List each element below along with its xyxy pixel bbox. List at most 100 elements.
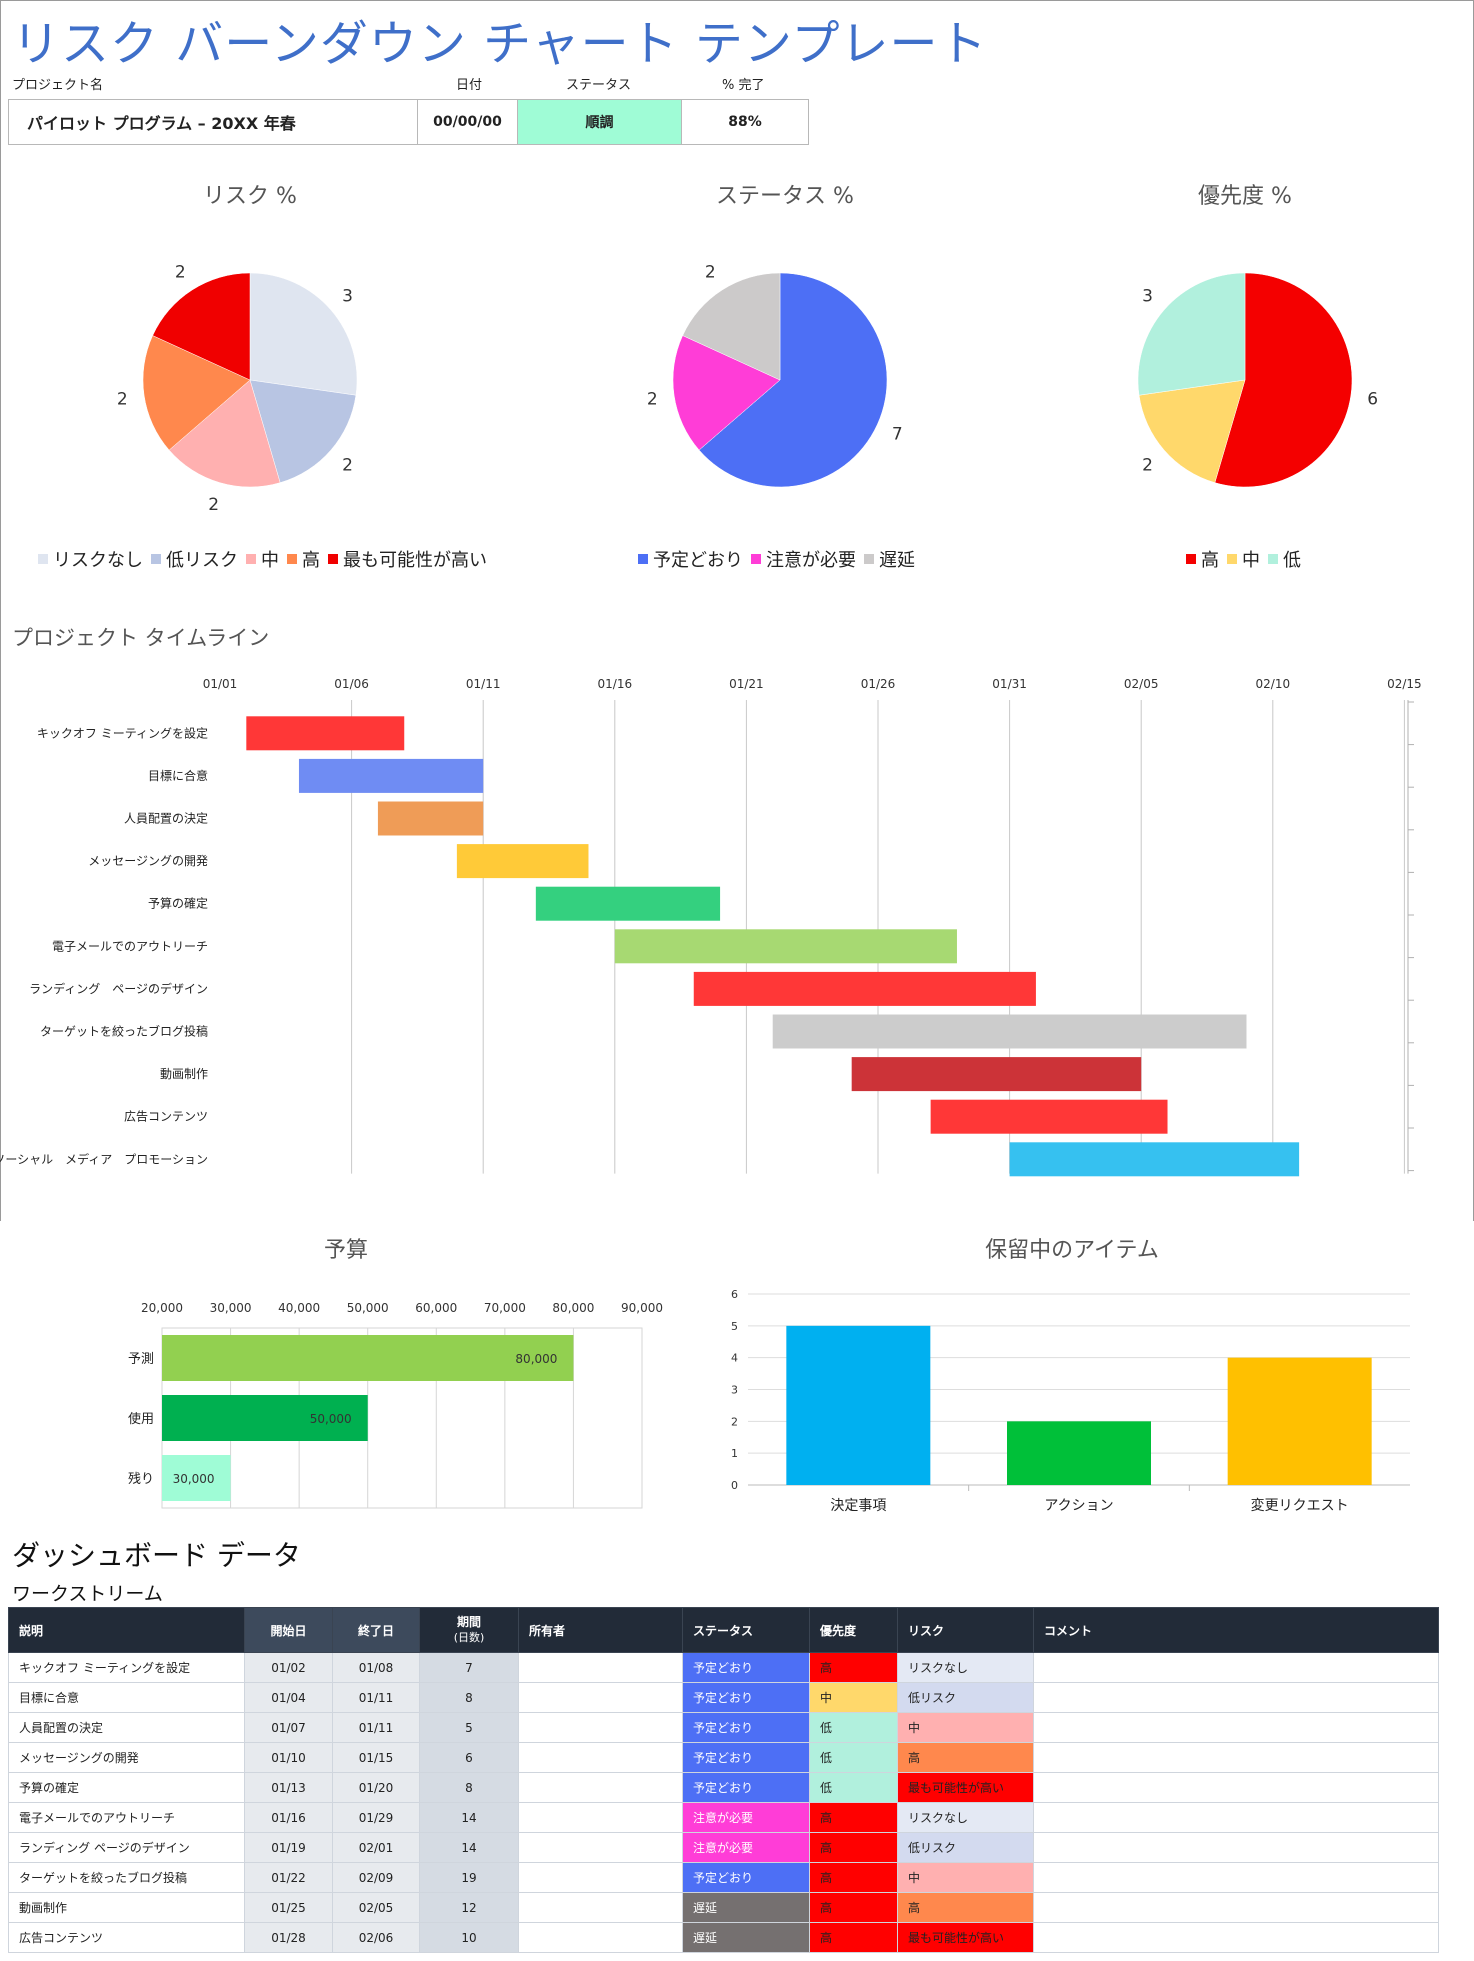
risk-cell[interactable]: 最も可能性が高い xyxy=(897,1922,1034,1953)
start-date-cell[interactable]: 01/25 xyxy=(244,1892,333,1923)
end-date-cell[interactable]: 01/11 xyxy=(332,1712,420,1743)
priority-cell[interactable]: 低 xyxy=(809,1772,898,1803)
comment-cell[interactable] xyxy=(1033,1922,1439,1953)
owner-cell[interactable] xyxy=(518,1712,683,1743)
status-cell[interactable]: 予定どおり xyxy=(682,1682,810,1713)
description-cell[interactable]: メッセージングの開発 xyxy=(8,1742,245,1773)
start-date-cell[interactable]: 01/16 xyxy=(244,1802,333,1833)
status-cell[interactable]: 注意が必要 xyxy=(682,1802,810,1833)
risk-cell[interactable]: 低リスク xyxy=(897,1682,1034,1713)
status-field[interactable]: 順調 xyxy=(517,99,682,145)
col-description[interactable]: 説明 xyxy=(8,1607,245,1653)
description-cell[interactable]: 広告コンテンツ xyxy=(8,1922,245,1953)
project-name-field[interactable]: パイロット プログラム – 20XX 年春 xyxy=(8,99,418,145)
end-date-cell[interactable]: 01/20 xyxy=(332,1772,420,1803)
priority-cell[interactable]: 高 xyxy=(809,1862,898,1893)
risk-cell[interactable]: リスクなし xyxy=(897,1652,1034,1683)
priority-cell[interactable]: 高 xyxy=(809,1652,898,1683)
owner-cell[interactable] xyxy=(518,1862,683,1893)
col-risk[interactable]: リスク xyxy=(897,1607,1034,1653)
start-date-cell[interactable]: 01/13 xyxy=(244,1772,333,1803)
description-cell[interactable]: 電子メールでのアウトリーチ xyxy=(8,1802,245,1833)
end-date-cell[interactable]: 02/05 xyxy=(332,1892,420,1923)
duration-cell[interactable]: 14 xyxy=(419,1802,519,1833)
col-comment[interactable]: コメント xyxy=(1033,1607,1439,1653)
comment-cell[interactable] xyxy=(1033,1862,1439,1893)
priority-cell[interactable]: 高 xyxy=(809,1892,898,1923)
end-date-cell[interactable]: 01/11 xyxy=(332,1682,420,1713)
owner-cell[interactable] xyxy=(518,1772,683,1803)
status-cell[interactable]: 注意が必要 xyxy=(682,1832,810,1863)
risk-cell[interactable]: 高 xyxy=(897,1892,1034,1923)
comment-cell[interactable] xyxy=(1033,1802,1439,1833)
description-cell[interactable]: 人員配置の決定 xyxy=(8,1712,245,1743)
description-cell[interactable]: 予算の確定 xyxy=(8,1772,245,1803)
duration-cell[interactable]: 7 xyxy=(419,1652,519,1683)
start-date-cell[interactable]: 01/04 xyxy=(244,1682,333,1713)
owner-cell[interactable] xyxy=(518,1802,683,1833)
date-field[interactable]: 00/00/00 xyxy=(417,99,518,145)
start-date-cell[interactable]: 01/22 xyxy=(244,1862,333,1893)
priority-cell[interactable]: 低 xyxy=(809,1712,898,1743)
description-cell[interactable]: ターゲットを絞ったブログ投稿 xyxy=(8,1862,245,1893)
end-date-cell[interactable]: 01/15 xyxy=(332,1742,420,1773)
end-date-cell[interactable]: 02/01 xyxy=(332,1832,420,1863)
status-cell[interactable]: 遅延 xyxy=(682,1922,810,1953)
col-status[interactable]: ステータス xyxy=(682,1607,810,1653)
comment-cell[interactable] xyxy=(1033,1652,1439,1683)
duration-cell[interactable]: 8 xyxy=(419,1682,519,1713)
col-end-date[interactable]: 終了日 xyxy=(332,1607,420,1653)
priority-cell[interactable]: 高 xyxy=(809,1922,898,1953)
table-row[interactable]: 広告コンテンツ 01/28 02/06 10 遅延高最も可能性が高い xyxy=(8,1922,1439,1953)
status-cell[interactable]: 予定どおり xyxy=(682,1772,810,1803)
comment-cell[interactable] xyxy=(1033,1772,1439,1803)
duration-cell[interactable]: 14 xyxy=(419,1832,519,1863)
duration-cell[interactable]: 8 xyxy=(419,1772,519,1803)
start-date-cell[interactable]: 01/28 xyxy=(244,1922,333,1953)
priority-cell[interactable]: 高 xyxy=(809,1832,898,1863)
duration-cell[interactable]: 10 xyxy=(419,1922,519,1953)
description-cell[interactable]: キックオフ ミーティングを設定 xyxy=(8,1652,245,1683)
priority-cell[interactable]: 中 xyxy=(809,1682,898,1713)
col-priority[interactable]: 優先度 xyxy=(809,1607,898,1653)
table-row[interactable]: メッセージングの開発 01/10 01/15 6 予定どおり低高 xyxy=(8,1742,1439,1773)
priority-cell[interactable]: 高 xyxy=(809,1802,898,1833)
complete-field[interactable]: 88% xyxy=(681,99,809,145)
duration-cell[interactable]: 12 xyxy=(419,1892,519,1923)
end-date-cell[interactable]: 02/06 xyxy=(332,1922,420,1953)
risk-cell[interactable]: 高 xyxy=(897,1742,1034,1773)
status-cell[interactable]: 遅延 xyxy=(682,1892,810,1923)
status-cell[interactable]: 予定どおり xyxy=(682,1652,810,1683)
owner-cell[interactable] xyxy=(518,1922,683,1953)
owner-cell[interactable] xyxy=(518,1742,683,1773)
description-cell[interactable]: 動画制作 xyxy=(8,1892,245,1923)
priority-cell[interactable]: 低 xyxy=(809,1742,898,1773)
status-cell[interactable]: 予定どおり xyxy=(682,1862,810,1893)
start-date-cell[interactable]: 01/07 xyxy=(244,1712,333,1743)
comment-cell[interactable] xyxy=(1033,1742,1439,1773)
start-date-cell[interactable]: 01/19 xyxy=(244,1832,333,1863)
duration-cell[interactable]: 5 xyxy=(419,1712,519,1743)
table-row[interactable]: ターゲットを絞ったブログ投稿 01/22 02/09 19 予定どおり高中 xyxy=(8,1862,1439,1893)
comment-cell[interactable] xyxy=(1033,1682,1439,1713)
risk-cell[interactable]: 中 xyxy=(897,1862,1034,1893)
col-owner[interactable]: 所有者 xyxy=(518,1607,683,1653)
risk-cell[interactable]: 中 xyxy=(897,1712,1034,1743)
risk-cell[interactable]: リスクなし xyxy=(897,1802,1034,1833)
duration-cell[interactable]: 19 xyxy=(419,1862,519,1893)
owner-cell[interactable] xyxy=(518,1682,683,1713)
comment-cell[interactable] xyxy=(1033,1712,1439,1743)
risk-cell[interactable]: 低リスク xyxy=(897,1832,1034,1863)
comment-cell[interactable] xyxy=(1033,1832,1439,1863)
risk-cell[interactable]: 最も可能性が高い xyxy=(897,1772,1034,1803)
table-row[interactable]: キックオフ ミーティングを設定 01/02 01/08 7 予定どおり高リスクなし xyxy=(8,1652,1439,1683)
col-start-date[interactable]: 開始日 xyxy=(244,1607,333,1653)
end-date-cell[interactable]: 01/29 xyxy=(332,1802,420,1833)
owner-cell[interactable] xyxy=(518,1832,683,1863)
status-cell[interactable]: 予定どおり xyxy=(682,1712,810,1743)
duration-cell[interactable]: 6 xyxy=(419,1742,519,1773)
table-row[interactable]: 予算の確定 01/13 01/20 8 予定どおり低最も可能性が高い xyxy=(8,1772,1439,1803)
description-cell[interactable]: ランディング ページのデザイン xyxy=(8,1832,245,1863)
start-date-cell[interactable]: 01/10 xyxy=(244,1742,333,1773)
owner-cell[interactable] xyxy=(518,1892,683,1923)
